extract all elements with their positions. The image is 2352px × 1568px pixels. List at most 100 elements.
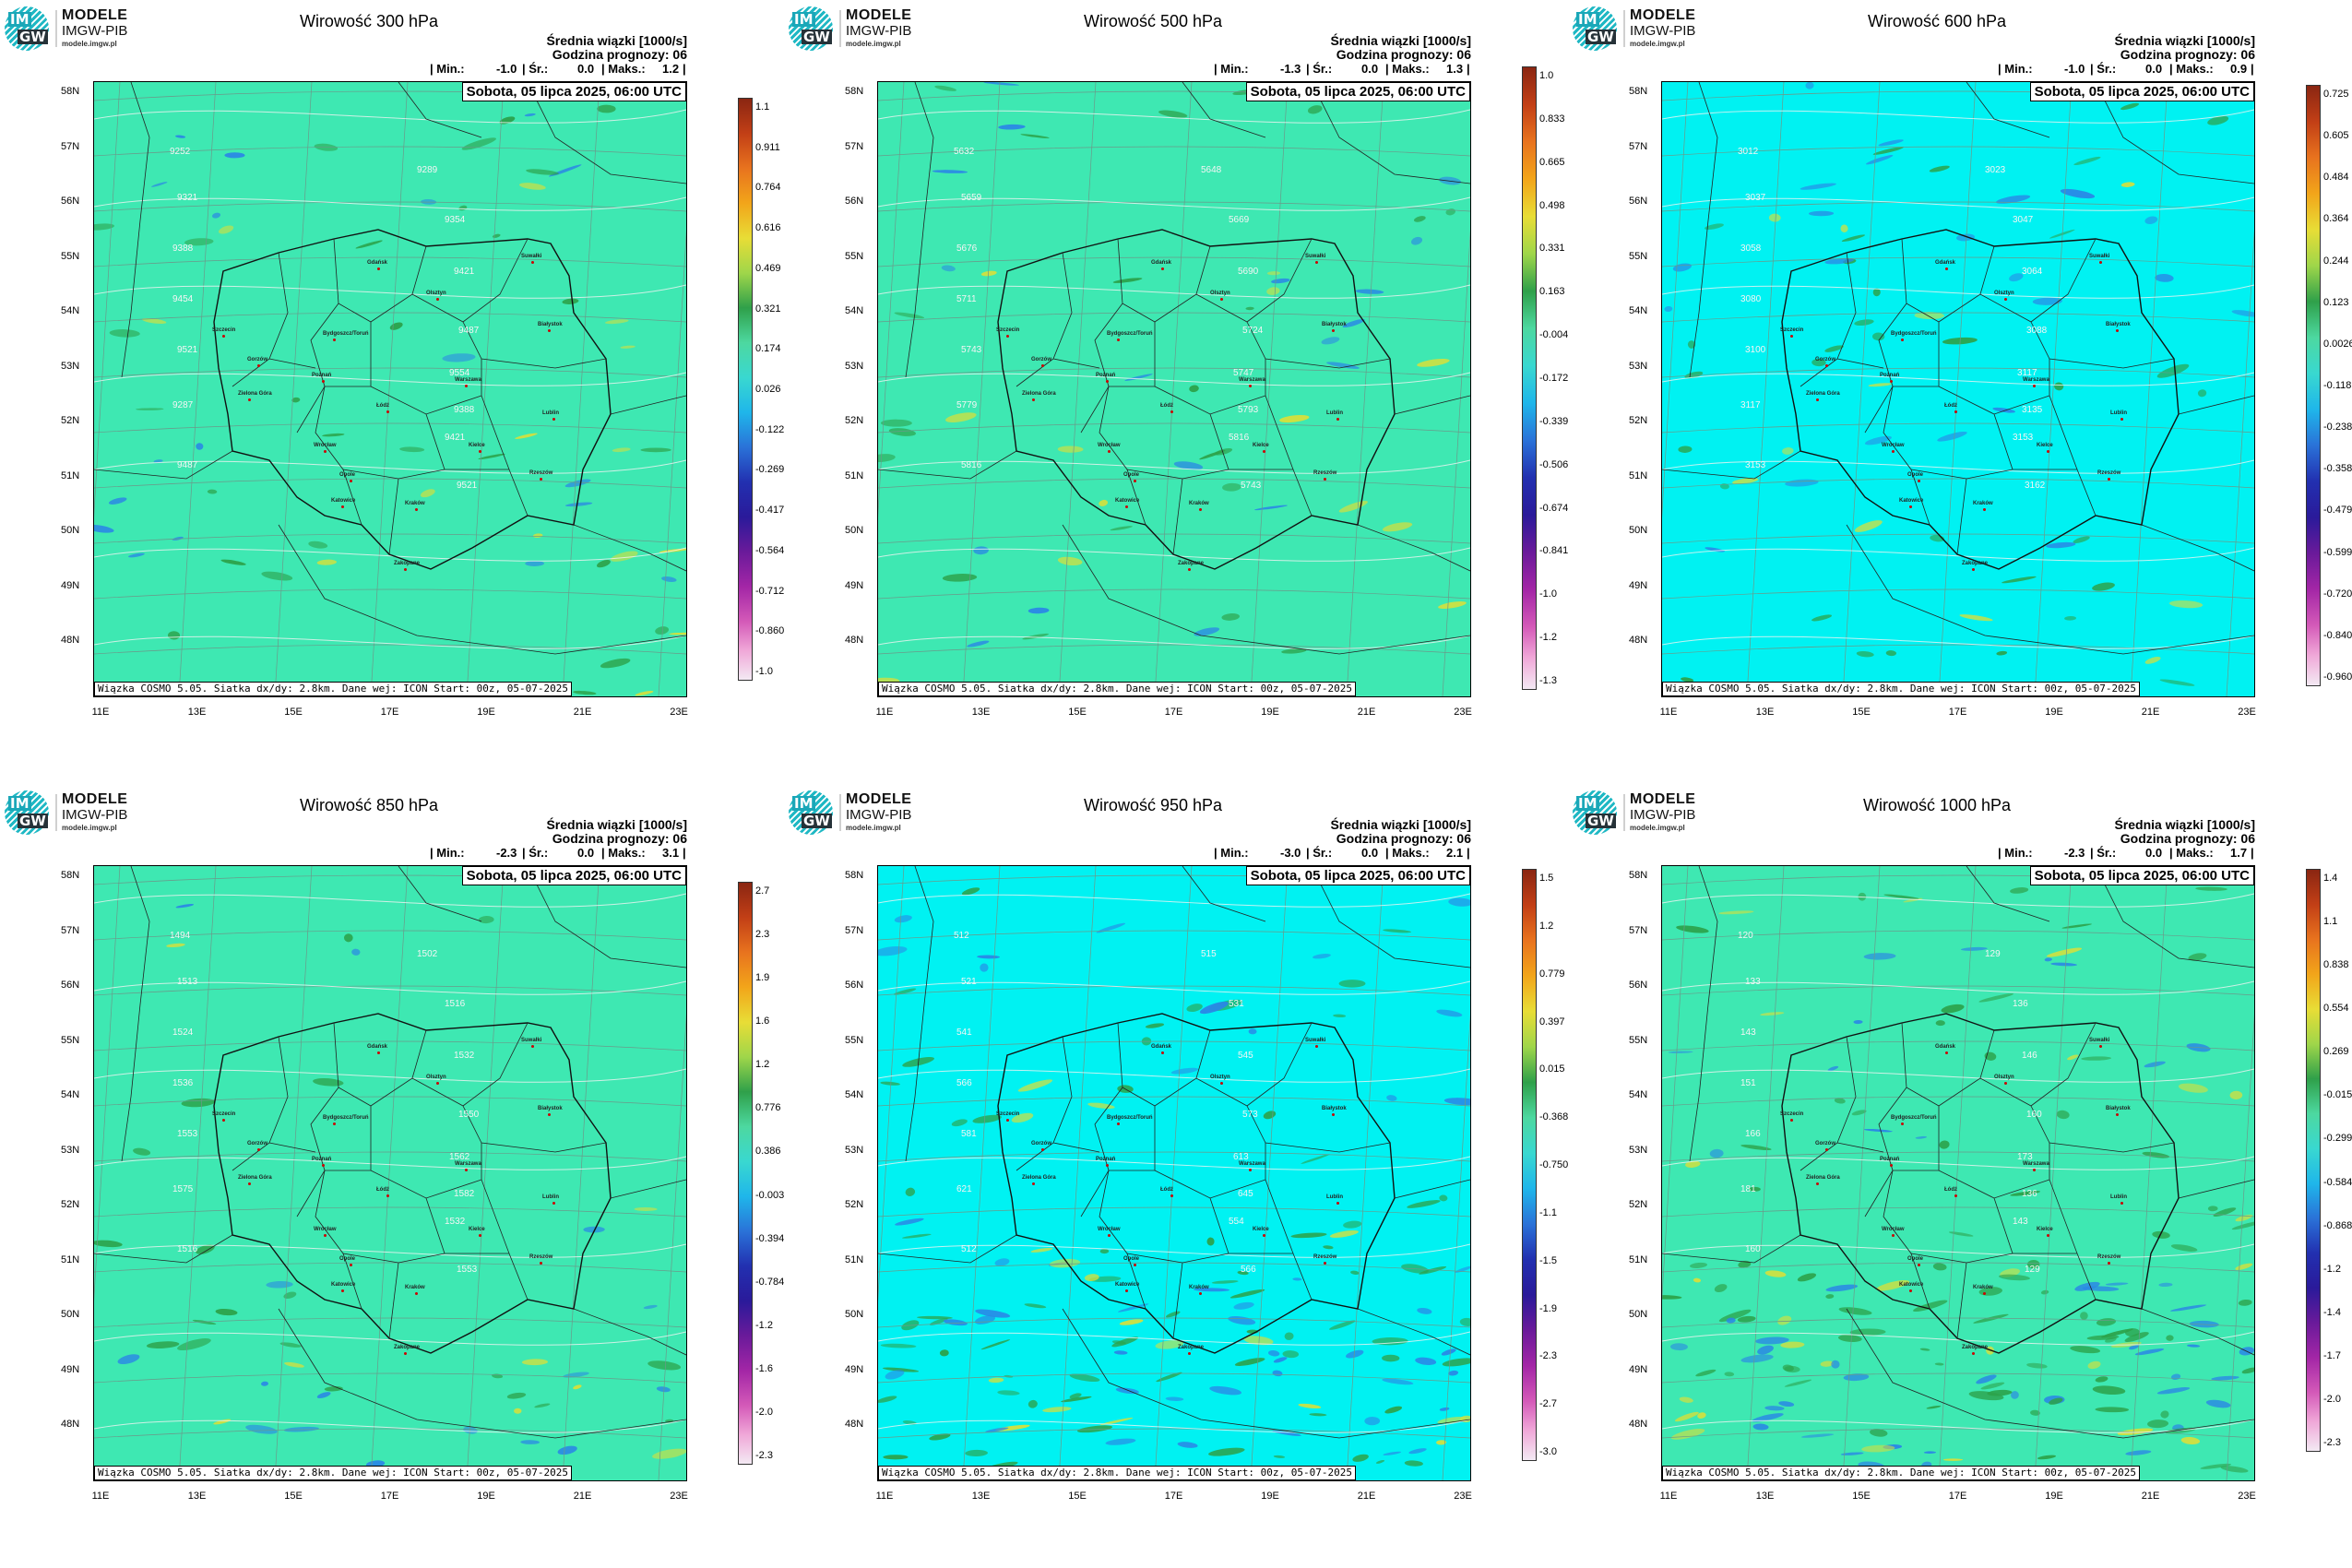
imgw-logo: IM GW MODELE IMGW-PIB modele.imgw.pl — [789, 790, 918, 835]
city-label: Opole — [1907, 472, 1924, 478]
latitude-label: 51N — [61, 1253, 80, 1265]
city-label: Kraków — [405, 1285, 425, 1290]
geopotential-contour — [878, 459, 1470, 474]
voivodeship-border — [1836, 1142, 1884, 1153]
vorticity-patch — [2070, 1346, 2101, 1354]
vorticity-patch — [1267, 1350, 1280, 1357]
vorticity-patch — [2026, 1362, 2048, 1369]
city-marker — [1106, 1164, 1109, 1167]
vorticity-patch — [2155, 274, 2174, 282]
vorticity-patch — [1687, 340, 1696, 349]
latitude-label: 57N — [61, 140, 80, 152]
vorticity-patch — [399, 446, 425, 453]
vorticity-patch — [167, 631, 181, 640]
colorbar-tick-label: 0.498 — [1539, 199, 1565, 211]
longitude-gridline — [1250, 866, 1289, 1480]
country-border — [398, 82, 482, 138]
imgw-logo: IM GW MODELE IMGW-PIB modele.imgw.pl — [1573, 6, 1702, 51]
colorbar — [738, 882, 753, 1465]
contour-label: 5632 — [954, 147, 975, 157]
vorticity-patch — [1415, 1357, 1437, 1365]
geopotential-contour — [94, 547, 686, 562]
longitude-gridline — [178, 82, 217, 696]
latitude-label: 52N — [1629, 1199, 1648, 1210]
vorticity-patch — [1221, 613, 1241, 621]
contour-label: 1532 — [445, 1217, 466, 1227]
vorticity-patch — [1298, 1403, 1322, 1409]
vorticity-patch — [1805, 82, 1814, 89]
city-marker — [248, 398, 251, 401]
vorticity-patch — [355, 240, 383, 249]
stat-mean-label: | Śr.: — [522, 846, 549, 860]
country-border — [1662, 1234, 1801, 1264]
latitude-gridline — [878, 1151, 1470, 1162]
colorbar-tick-label: -1.0 — [1539, 588, 1557, 600]
vorticity-patch — [983, 82, 1019, 86]
city-marker — [1945, 1051, 1948, 1054]
vorticity-patch — [2156, 363, 2190, 378]
vorticity-patch — [389, 322, 403, 330]
vorticity-patch — [1155, 1340, 1184, 1349]
vorticity-patch — [1445, 208, 1456, 216]
panel-subtitle: Średnia wiązki [1000/s] Godzina prognozy:… — [1330, 818, 1471, 846]
contour-label: 133 — [1745, 977, 1761, 987]
colorbar-tick-label: -1.1 — [1539, 1206, 1557, 1218]
logo-mark-bottom: GW — [802, 29, 832, 45]
vorticity-patch — [1321, 337, 1340, 345]
subtitle-line-2: Godzina prognozy: 06 — [552, 831, 687, 846]
longitude-label: 21E — [2141, 707, 2160, 718]
voivodeship-border — [370, 1143, 482, 1199]
vorticity-patch — [1281, 648, 1307, 654]
longitude-label: 19E — [1261, 707, 1279, 718]
city-marker — [1892, 1234, 1895, 1237]
vorticity-patch — [1825, 1294, 1835, 1299]
voivodeship-border — [2030, 321, 2175, 369]
vorticity-patch — [1199, 449, 1226, 460]
colorbar-tick-label: -0.584 — [2323, 1176, 2352, 1188]
contour-label: 5711 — [956, 294, 977, 304]
vorticity-patch — [652, 1448, 686, 1459]
city-label: Szczecin — [212, 1111, 236, 1117]
vorticity-patch — [2188, 953, 2207, 961]
country-border — [573, 524, 686, 572]
city-marker — [341, 505, 344, 508]
colorbar-tick-label: -1.2 — [2323, 1263, 2341, 1275]
latitude-gridline — [94, 1151, 686, 1162]
forecast-date: Sobota, 05 lipca 2025, 06:00 UTC — [461, 866, 686, 885]
map-canvas: 512 515 521 531 541 545 566 573 581 613 621 645 554 5… — [878, 866, 1470, 1480]
longitude-label: 21E — [573, 707, 592, 718]
geopotential-contour — [1662, 1243, 2254, 1258]
vorticity-patch — [1980, 1382, 2005, 1390]
city-marker — [1918, 1264, 1920, 1266]
longitude-gridline — [1346, 866, 1384, 1480]
vorticity-patch — [939, 1349, 949, 1357]
longitude-gridline — [1842, 82, 1881, 696]
forecast-date: Sobota, 05 lipca 2025, 06:00 UTC — [1245, 82, 1470, 101]
panel-subtitle: Średnia wiązki [1000/s] Godzina prognozy:… — [1330, 34, 1471, 62]
longitude-label: 15E — [284, 1491, 303, 1502]
colorbar-tick-label: -1.5 — [1539, 1254, 1557, 1266]
vorticity-patch — [655, 626, 670, 635]
vorticity-patch — [2067, 1054, 2079, 1061]
vorticity-patch — [1840, 1452, 1864, 1455]
city-label: Bydgoszcz/Toruń — [1107, 1115, 1153, 1121]
contour-label: 9487 — [458, 326, 480, 336]
vorticity-patch — [2235, 1214, 2253, 1222]
contour-label: 1502 — [417, 949, 438, 959]
forecast-date: Sobota, 05 lipca 2025, 06:00 UTC — [2029, 82, 2254, 101]
geopotential-contour — [94, 1419, 686, 1433]
city-label: Suwałki — [1305, 254, 1326, 259]
vorticity-patch — [1245, 306, 1254, 311]
vorticity-patch — [1834, 1098, 1846, 1104]
city-label: Poznań — [1096, 373, 1116, 378]
vorticity-patch — [1937, 431, 1967, 442]
vorticity-patch — [1740, 1354, 1774, 1363]
vorticity-patch — [524, 113, 536, 117]
vorticity-patch — [1229, 1289, 1265, 1299]
vorticity-patch — [2187, 1344, 2201, 1348]
latitude-label: 52N — [1629, 415, 1648, 426]
contour-label: 5816 — [1229, 433, 1250, 443]
city-marker — [1825, 1148, 1828, 1151]
city-marker — [1954, 410, 1957, 413]
longitude-label: 15E — [1852, 707, 1871, 718]
